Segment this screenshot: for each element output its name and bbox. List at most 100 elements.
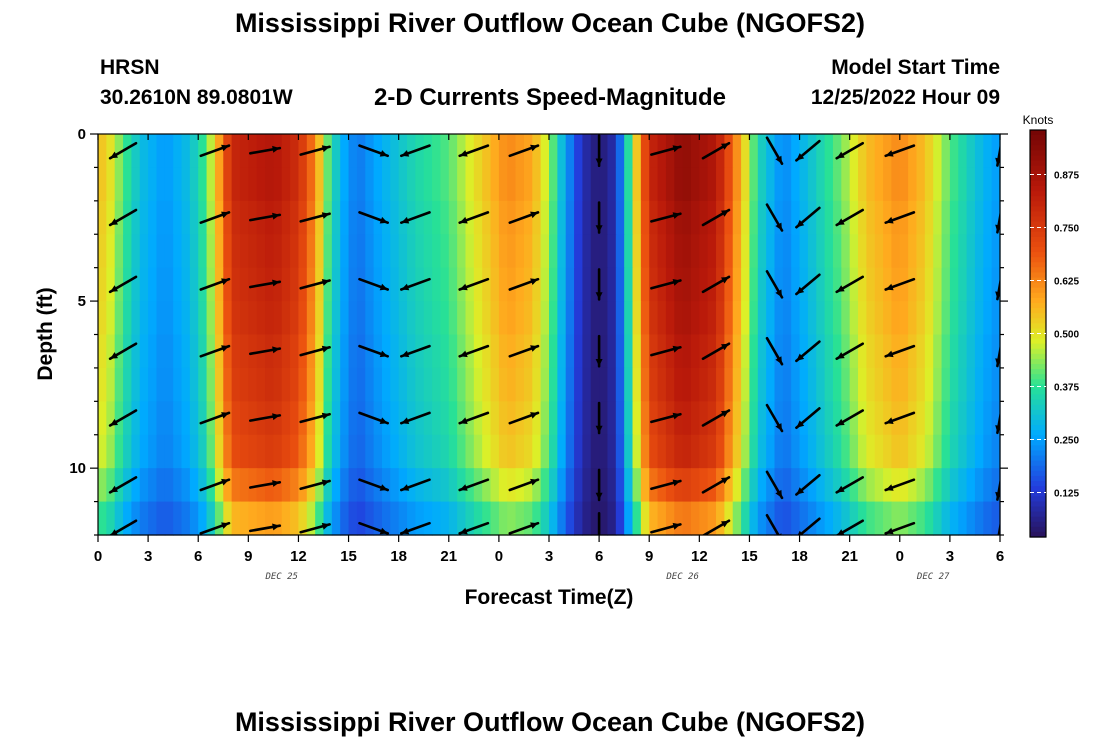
heatmap-cell — [582, 234, 592, 269]
heatmap-cell — [724, 334, 734, 369]
heatmap-cell — [465, 234, 475, 269]
heatmap-cell — [482, 167, 492, 202]
heatmap-cell — [741, 434, 751, 469]
heatmap-cell — [766, 468, 776, 503]
heatmap-cell — [473, 301, 483, 336]
heatmap-cell — [114, 468, 124, 503]
heatmap-cell — [98, 434, 107, 469]
heatmap-cell — [164, 301, 174, 336]
heatmap-cell — [874, 434, 884, 469]
heatmap-cell — [139, 468, 149, 503]
heatmap-cell — [991, 501, 1001, 536]
heatmap-cell — [966, 134, 976, 169]
current-vector-arrow — [835, 141, 865, 160]
heatmap-cell — [432, 401, 442, 436]
heatmap-cell — [214, 334, 224, 369]
heatmap-cell — [356, 234, 366, 269]
heatmap-cell — [866, 401, 876, 436]
heatmap-cell — [958, 301, 968, 336]
station-coordinates: 30.2610N 89.0801W — [100, 86, 293, 109]
heatmap-cell — [716, 501, 725, 536]
heatmap-cell — [173, 501, 183, 536]
heatmap-cell — [924, 234, 934, 269]
heatmap-cell — [131, 134, 141, 169]
heatmap-cell — [983, 267, 993, 302]
heatmap-cell — [624, 134, 634, 169]
current-vector-arrow — [358, 411, 390, 425]
heatmap-cell — [114, 301, 124, 336]
heatmap-cell — [774, 301, 784, 336]
heatmap-cell — [991, 234, 1001, 269]
heatmap-cell — [574, 200, 584, 235]
heatmap-cell — [974, 501, 984, 536]
current-vector-arrow — [508, 277, 540, 291]
heatmap-cell — [523, 367, 533, 402]
heatmap-cell — [574, 267, 584, 302]
heatmap-cell — [164, 167, 174, 202]
colorbar-segment — [1030, 155, 1046, 162]
heatmap-cell — [348, 367, 358, 402]
heatmap-cell — [874, 167, 884, 202]
heatmap-cell — [482, 434, 492, 469]
heatmap-cell — [148, 134, 158, 169]
heatmap-cell — [724, 267, 734, 302]
heatmap-cell — [866, 501, 876, 536]
colorbar-segment — [1030, 221, 1046, 228]
heatmap-cell — [248, 434, 258, 469]
heatmap-cell — [507, 367, 517, 402]
heatmap-cell — [106, 434, 116, 469]
heatmap-cell — [899, 301, 909, 336]
heatmap-cell — [156, 301, 166, 336]
heatmap-cell — [590, 200, 600, 235]
heatmap-cell — [131, 267, 141, 302]
heatmap-cell — [966, 200, 976, 235]
heatmap-cell — [131, 167, 141, 202]
heatmap-cell — [949, 234, 959, 269]
heatmap-cell — [749, 501, 759, 536]
colorbar-segment — [1030, 297, 1046, 304]
heatmap-cell — [716, 401, 725, 436]
current-vector-arrow — [299, 412, 331, 424]
heatmap-cell — [874, 234, 884, 269]
colorbar-segment — [1030, 201, 1046, 207]
heatmap-cell — [148, 501, 158, 536]
heatmap-cell — [515, 301, 525, 336]
current-vector-arrow — [765, 136, 784, 165]
heatmap-cell — [415, 501, 425, 536]
heatmap-cell — [707, 434, 717, 469]
heatmap-cell — [365, 267, 375, 302]
heatmap-cell — [565, 468, 575, 503]
current-vector-arrow — [795, 273, 821, 296]
heatmap-cell — [440, 200, 450, 235]
heatmap-cell — [273, 334, 283, 369]
heatmap-cell — [273, 267, 283, 302]
current-vector-arrow — [835, 342, 865, 361]
heatmap-cell — [390, 401, 400, 436]
heatmap-cell — [465, 301, 475, 336]
heatmap-cell — [198, 501, 208, 536]
heatmap-cell — [365, 468, 375, 503]
heatmap-cell — [632, 134, 642, 169]
heatmap-cell — [582, 367, 592, 402]
heatmap-cell — [123, 367, 133, 402]
heatmap-cell — [557, 267, 567, 302]
current-vector-arrow — [995, 477, 1000, 501]
heatmap-cell — [214, 468, 224, 503]
heatmap-cell — [724, 301, 734, 336]
heatmap-cell — [356, 434, 366, 469]
heatmap-cell — [749, 134, 759, 169]
heatmap-cell — [799, 134, 809, 169]
heatmap-cell — [315, 267, 325, 302]
heatmap-cell — [432, 367, 442, 402]
heatmap-cell — [816, 234, 826, 269]
heatmap-cell — [782, 134, 792, 169]
heatmap-cell — [98, 401, 107, 436]
colorbar-segment — [1030, 526, 1046, 533]
heatmap-cell — [599, 401, 609, 436]
heatmap-cell — [657, 501, 667, 536]
heatmap-cell — [741, 334, 751, 369]
heatmap-cell — [123, 434, 133, 469]
heatmap-cell — [816, 200, 826, 235]
heatmap-cell — [415, 434, 425, 469]
heatmap-cell — [189, 334, 199, 369]
